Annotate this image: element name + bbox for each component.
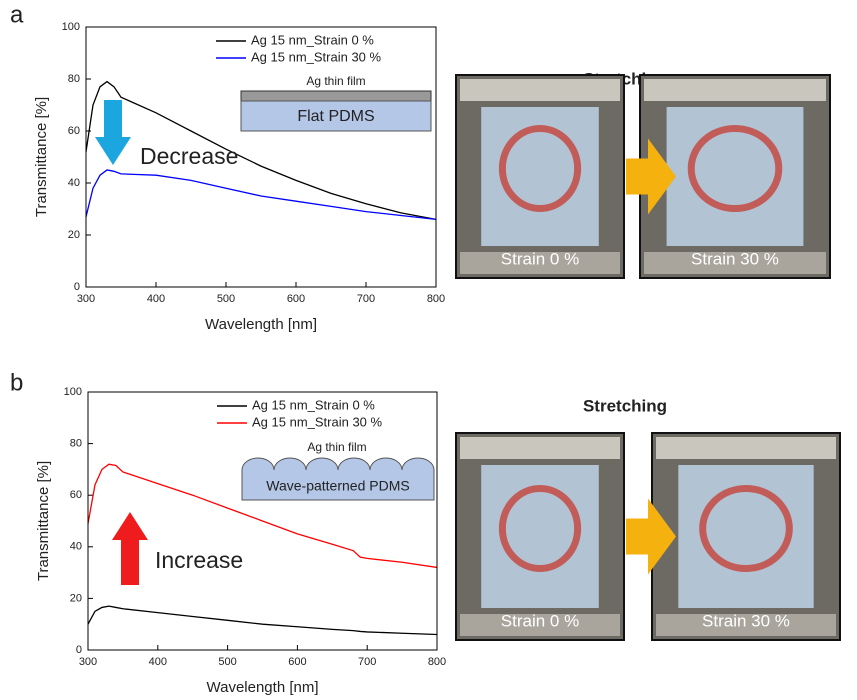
data-line bbox=[85, 169, 437, 221]
x-tick-label: 500 bbox=[217, 293, 235, 305]
photo-roller bbox=[460, 614, 620, 636]
plot-frame bbox=[87, 391, 438, 651]
y-tick-label: 20 bbox=[68, 229, 80, 241]
photo-pattern bbox=[687, 125, 783, 212]
photo-label: Strain 0 % bbox=[501, 249, 579, 268]
photo-pattern bbox=[498, 485, 582, 572]
inset-substrate-label: Wave-patterned PDMS bbox=[266, 478, 409, 494]
data-line bbox=[85, 80, 437, 221]
legend-label: Ag 15 nm_Strain 0 % bbox=[252, 397, 375, 412]
panel-label: b bbox=[10, 369, 23, 396]
y-axis-label: Transmittance [%] bbox=[33, 97, 50, 217]
stretch-arrow bbox=[626, 498, 676, 575]
y-tick-label: 80 bbox=[70, 438, 82, 450]
legend-label: Ag 15 nm_Strain 30 % bbox=[252, 414, 383, 429]
y-tick-label: 100 bbox=[62, 21, 80, 33]
x-tick-label: 300 bbox=[79, 656, 97, 668]
y-tick-label: 40 bbox=[68, 177, 80, 189]
x-tick-label: 800 bbox=[427, 293, 445, 305]
photo-roller bbox=[656, 437, 836, 459]
x-tick-label: 700 bbox=[358, 656, 376, 668]
y-tick-label: 0 bbox=[76, 644, 82, 656]
photo-roller bbox=[460, 252, 620, 274]
panel-label: a bbox=[10, 1, 24, 28]
plot-frame bbox=[85, 26, 437, 288]
x-tick-label: 800 bbox=[428, 656, 446, 668]
y-tick-label: 80 bbox=[68, 73, 80, 85]
inset-substrate-label: Flat PDMS bbox=[297, 108, 374, 125]
photo-roller bbox=[656, 614, 836, 636]
photo-roller bbox=[644, 79, 826, 101]
photo-roller bbox=[460, 437, 620, 459]
photo-label: Strain 30 % bbox=[691, 249, 779, 268]
legend-label: Ag 15 nm_Strain 0 % bbox=[251, 32, 374, 47]
x-axis-label: Wavelength [nm] bbox=[205, 316, 317, 333]
y-tick-label: 0 bbox=[74, 281, 80, 293]
y-axis-label: Transmittance [%] bbox=[35, 461, 52, 581]
x-tick-label: 400 bbox=[149, 656, 167, 668]
photo-pattern bbox=[498, 125, 582, 212]
substrate bbox=[240, 100, 432, 132]
inset-film-label: Ag thin film bbox=[306, 74, 365, 88]
trend-label: Decrease bbox=[140, 143, 238, 169]
trend-label: Increase bbox=[155, 547, 243, 573]
substrate bbox=[241, 457, 435, 501]
data-line bbox=[87, 463, 438, 569]
photo-label: Strain 30 % bbox=[702, 611, 790, 630]
y-tick-label: 60 bbox=[70, 489, 82, 501]
x-tick-label: 600 bbox=[287, 293, 305, 305]
y-tick-label: 40 bbox=[70, 541, 82, 553]
x-tick-label: 500 bbox=[218, 656, 236, 668]
photo-pattern bbox=[699, 485, 793, 572]
trend-arrow bbox=[95, 100, 131, 165]
inset-film-label: Ag thin film bbox=[307, 440, 366, 454]
x-axis-label: Wavelength [nm] bbox=[207, 679, 319, 696]
y-tick-label: 100 bbox=[64, 386, 82, 398]
x-tick-label: 400 bbox=[147, 293, 165, 305]
y-tick-label: 20 bbox=[70, 592, 82, 604]
x-tick-label: 300 bbox=[77, 293, 95, 305]
photo-title: Stretching bbox=[583, 396, 667, 415]
x-tick-label: 700 bbox=[357, 293, 375, 305]
film bbox=[240, 90, 432, 102]
trend-arrow bbox=[112, 512, 148, 585]
data-line bbox=[87, 605, 438, 636]
y-tick-label: 60 bbox=[68, 125, 80, 137]
photo-roller bbox=[460, 79, 620, 101]
photo-label: Strain 0 % bbox=[501, 611, 579, 630]
stretch-arrow bbox=[626, 138, 676, 215]
photo-roller bbox=[644, 252, 826, 274]
legend-label: Ag 15 nm_Strain 30 % bbox=[251, 49, 382, 64]
x-tick-label: 600 bbox=[288, 656, 306, 668]
